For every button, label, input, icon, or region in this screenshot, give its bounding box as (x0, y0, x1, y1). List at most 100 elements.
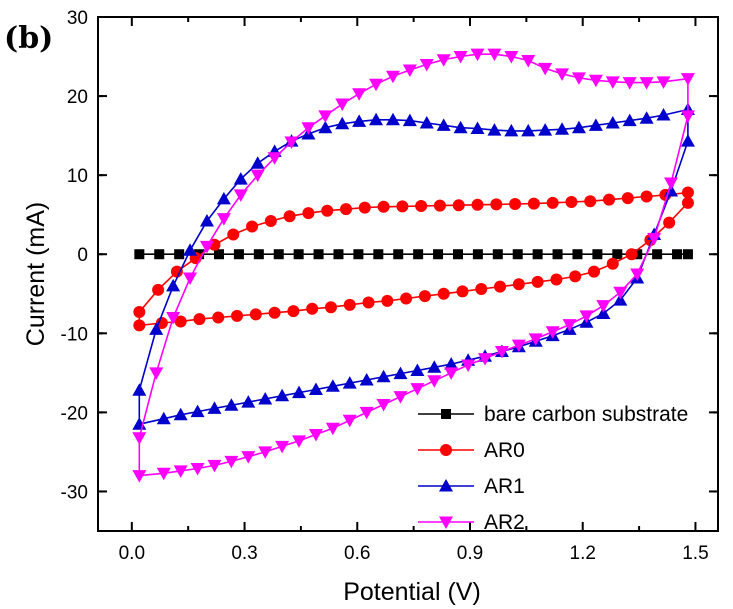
data-point (612, 249, 623, 260)
data-point (419, 58, 434, 72)
data-point (470, 121, 485, 134)
data-point (292, 385, 307, 399)
data-point (373, 249, 384, 260)
data-point (133, 305, 146, 318)
legend-marker (439, 479, 453, 492)
data-point (246, 220, 259, 233)
data-point (596, 300, 611, 313)
data-point (233, 249, 244, 260)
data-point (625, 248, 638, 261)
legend-label: bare carbon substrate (484, 403, 688, 426)
y-tick-label: 20 (67, 87, 88, 108)
y-tick-label: -10 (61, 324, 88, 345)
data-point (193, 313, 206, 326)
data-point (183, 243, 198, 256)
data-point (273, 249, 284, 260)
data-point (213, 249, 224, 260)
data-point (352, 88, 367, 101)
data-point (402, 113, 417, 127)
data-point (521, 54, 536, 68)
data-point (358, 201, 371, 214)
data-point (381, 294, 394, 307)
data-point (174, 249, 185, 260)
y-tick-label: 30 (67, 8, 88, 29)
data-point (521, 123, 536, 137)
data-point (227, 228, 240, 241)
data-point (253, 249, 264, 260)
data-point (173, 465, 188, 478)
data-point (452, 199, 465, 212)
data-point (190, 404, 205, 418)
data-point (470, 48, 485, 62)
data-point (308, 382, 323, 395)
data-point (433, 249, 444, 260)
data-point (681, 196, 694, 209)
data-point (393, 366, 408, 380)
data-point (418, 290, 431, 303)
data-point (258, 391, 273, 405)
data-point (656, 76, 671, 89)
y-tick-label: 10 (67, 166, 88, 187)
data-point (376, 369, 391, 383)
data-point (571, 120, 586, 134)
data-point (287, 305, 300, 318)
data-point (302, 207, 315, 220)
data-point (436, 54, 451, 67)
data-point (393, 249, 404, 260)
data-point (579, 310, 594, 323)
data-point (376, 398, 391, 412)
data-point (621, 192, 634, 205)
data-point (149, 367, 164, 380)
data-point (639, 77, 654, 90)
data-point (569, 270, 582, 283)
data-point (512, 249, 523, 260)
data-point (250, 156, 265, 169)
data-point (283, 210, 296, 223)
data-point (652, 249, 663, 260)
data-point (241, 395, 256, 408)
legend-label: AR0 (484, 439, 525, 462)
data-point (325, 422, 340, 436)
data-point (275, 440, 290, 454)
data-point (207, 459, 222, 473)
data-point (592, 249, 603, 260)
data-point (313, 249, 324, 260)
legend-label: AR2 (484, 511, 525, 534)
data-point (681, 186, 694, 199)
data-point (224, 455, 239, 469)
data-point (613, 286, 628, 300)
x-tick-label: 0.3 (231, 543, 257, 564)
data-point (400, 292, 413, 305)
data-point (410, 383, 425, 396)
data-point (555, 68, 570, 81)
data-point (512, 278, 525, 291)
data-point (680, 73, 695, 86)
data-point (377, 200, 390, 213)
data-point (199, 214, 214, 227)
data-point (301, 122, 316, 135)
x-axis-title: Potential (V) (343, 578, 481, 606)
data-point (284, 136, 299, 149)
data-point (527, 197, 540, 210)
data-point (199, 240, 214, 254)
data-point (267, 152, 282, 165)
data-point (325, 379, 340, 392)
data-point (546, 196, 559, 209)
data-point (494, 280, 507, 293)
data-point (402, 64, 417, 77)
data-point (504, 51, 519, 64)
y-axis-title: Current (mA) (22, 202, 50, 346)
y-tick-label: 0 (77, 245, 88, 266)
data-point (250, 169, 265, 183)
data-point (156, 467, 171, 481)
data-point (538, 62, 553, 76)
data-point (672, 249, 683, 260)
legend-label: AR1 (484, 475, 525, 498)
data-point (306, 302, 319, 315)
data-point (605, 76, 620, 89)
data-point (154, 249, 165, 260)
data-point (487, 123, 502, 136)
data-point (630, 268, 645, 281)
legend-marker (440, 444, 452, 456)
data-point (433, 199, 446, 212)
